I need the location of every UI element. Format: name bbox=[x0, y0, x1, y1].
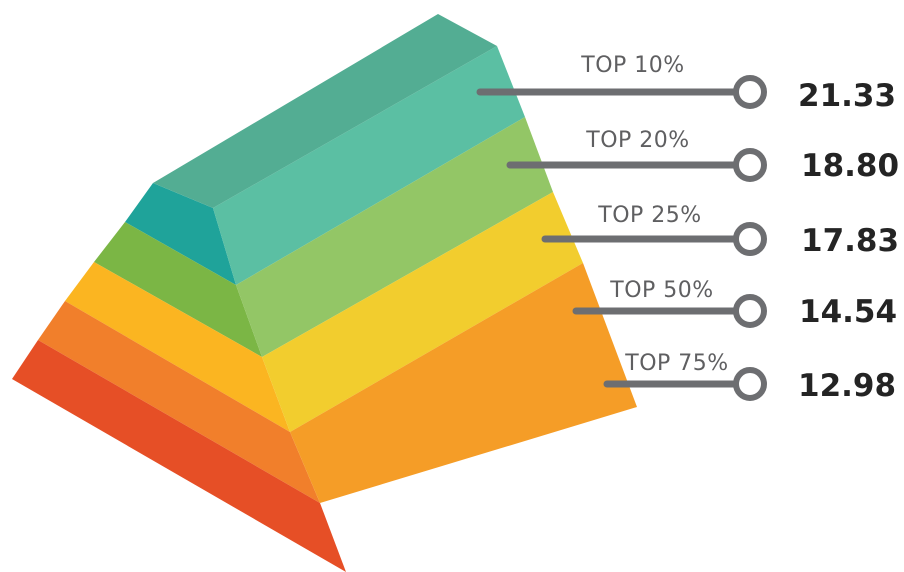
side-band-top-50 bbox=[38, 301, 320, 503]
front-band-top-75 bbox=[320, 407, 637, 503]
side-band-top-75 bbox=[12, 340, 346, 572]
front-band-top-10 bbox=[213, 46, 525, 285]
side-band-top-10 bbox=[125, 183, 236, 285]
tier-value-top-25: 17.83 bbox=[801, 223, 899, 259]
connector-ring-top-20 bbox=[733, 148, 767, 182]
tier-value-top-20: 18.80 bbox=[801, 148, 899, 184]
front-band-top-20 bbox=[236, 117, 553, 357]
front-band-top-25 bbox=[262, 192, 583, 432]
front-band-top-50 bbox=[290, 263, 637, 503]
tier-label-top-25: TOP 25% bbox=[597, 203, 701, 228]
tier-value-top-50: 14.54 bbox=[799, 294, 897, 330]
tier-label-top-10: TOP 10% bbox=[580, 53, 684, 78]
tier-label-top-50: TOP 50% bbox=[609, 278, 713, 303]
tier-values: 21.33 18.80 17.83 14.54 12.98 bbox=[798, 78, 899, 404]
side-band-top-20 bbox=[94, 222, 262, 357]
connector-ring-top-10 bbox=[733, 75, 767, 109]
tier-connectors bbox=[476, 75, 767, 401]
tier-labels: TOP 10% TOP 20% TOP 25% TOP 50% TOP 75% bbox=[580, 53, 728, 376]
side-band-top-25 bbox=[65, 262, 290, 432]
tier-label-top-20: TOP 20% bbox=[585, 128, 689, 153]
pyramid-body bbox=[12, 14, 637, 572]
tier-value-top-10: 21.33 bbox=[798, 78, 896, 114]
pyramid-top-face bbox=[153, 14, 497, 208]
tier-label-top-75: TOP 75% bbox=[624, 351, 728, 376]
connector-ring-top-75 bbox=[733, 367, 767, 401]
connector-ring-top-25 bbox=[733, 222, 767, 256]
connector-ring-top-50 bbox=[733, 294, 767, 328]
tier-value-top-75: 12.98 bbox=[798, 368, 896, 404]
